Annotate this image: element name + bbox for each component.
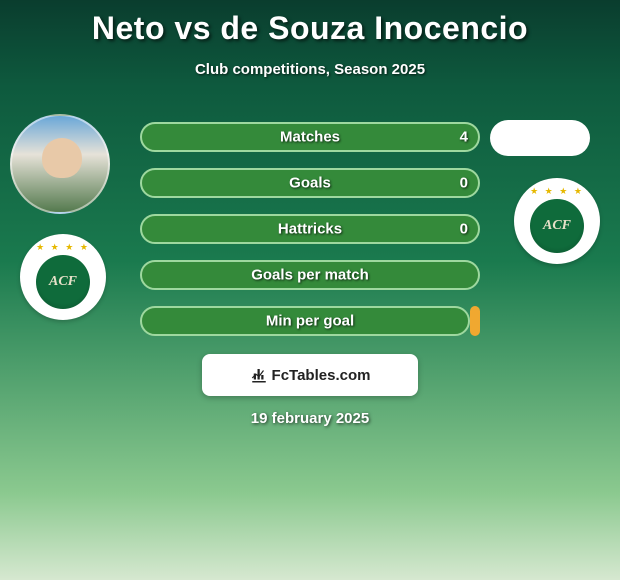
stat-row-hattricks: Hattricks 0 (140, 214, 480, 244)
subtitle: Club competitions, Season 2025 (0, 61, 620, 78)
stat-label: Hattricks (278, 221, 342, 238)
stat-row-min-per-goal: Min per goal (140, 306, 480, 336)
stat-row-matches: Matches 4 (140, 122, 480, 152)
club-crest-right: ★ ★ ★ ★ (514, 178, 600, 264)
crest-stars-icon: ★ ★ ★ ★ (530, 186, 584, 197)
generation-date: 19 february 2025 (251, 410, 369, 427)
watermark-text: FcTables.com (272, 367, 371, 384)
crest-shield-icon (530, 199, 584, 253)
stat-value-left: 0 (460, 221, 468, 238)
page-title: Neto vs de Souza Inocencio (0, 0, 620, 47)
crest-shield-icon (36, 255, 90, 309)
stat-label: Goals (289, 175, 331, 192)
watermark: FcTables.com (202, 354, 418, 396)
stat-row-goals: Goals 0 (140, 168, 480, 198)
stat-row-goals-per-match: Goals per match (140, 260, 480, 290)
stat-value-left: 4 (460, 129, 468, 146)
crest-stars-icon: ★ ★ ★ ★ (36, 242, 90, 253)
player-left-avatar (10, 114, 110, 214)
stat-label: Goals per match (251, 267, 369, 284)
stat-bar-right (470, 306, 480, 336)
stats-container: Matches 4 Goals 0 Hattricks 0 Goals per … (140, 122, 480, 352)
stat-label: Matches (280, 129, 340, 146)
bar-chart-icon (250, 366, 268, 384)
club-crest-left: ★ ★ ★ ★ (20, 234, 106, 320)
stat-value-left: 0 (460, 175, 468, 192)
player-right-avatar (490, 120, 590, 156)
stat-label: Min per goal (266, 313, 354, 330)
